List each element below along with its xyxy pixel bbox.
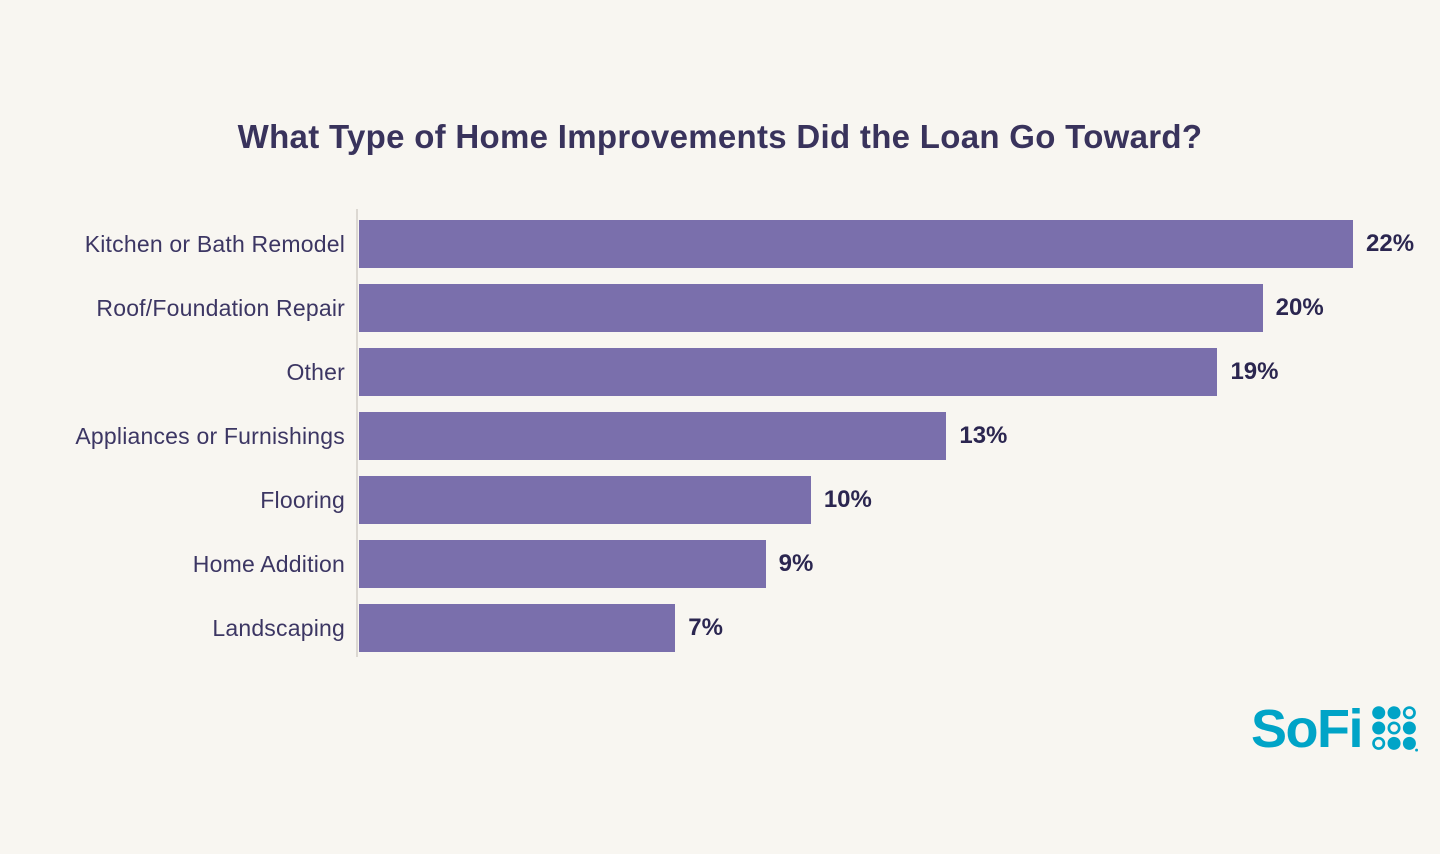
category-label: Flooring bbox=[260, 486, 345, 513]
bar-row: Appliances or Furnishings 13% bbox=[0, 412, 1440, 460]
sofi-logo-text: SoFi bbox=[1251, 699, 1364, 759]
bar-row: Other 19% bbox=[0, 348, 1440, 396]
logo-dot-outlined bbox=[1372, 736, 1386, 750]
category-label: Other bbox=[286, 358, 345, 385]
logo-dot-outlined bbox=[1402, 706, 1416, 720]
bar-row: Landscaping 7% bbox=[0, 604, 1440, 652]
logo-dot-filled bbox=[1402, 721, 1416, 735]
bar-track: 20% bbox=[359, 284, 1440, 332]
bar bbox=[359, 604, 676, 652]
value-label: 20% bbox=[1275, 294, 1324, 321]
bar-row: Kitchen or Bath Remodel 22% bbox=[0, 220, 1440, 268]
sofi-dots-icon bbox=[1372, 706, 1418, 752]
value-label: 19% bbox=[1230, 358, 1279, 385]
bar bbox=[359, 412, 947, 460]
bar-track: 9% bbox=[359, 540, 1440, 588]
logo-dot-filled bbox=[1372, 706, 1386, 720]
sofi-logo: SoFi bbox=[1251, 700, 1418, 758]
bar bbox=[359, 284, 1263, 332]
bar-track: 19% bbox=[359, 348, 1440, 396]
value-label: 22% bbox=[1366, 230, 1415, 257]
bar-rows: Kitchen or Bath Remodel 22% Roof/Foundatio… bbox=[0, 220, 1440, 668]
bar-row: Flooring 10% bbox=[0, 476, 1440, 524]
category-label: Landscaping bbox=[212, 614, 345, 641]
category-label: Roof/Foundation Repair bbox=[96, 294, 345, 321]
bar bbox=[359, 220, 1353, 268]
bar-track: 13% bbox=[359, 412, 1440, 460]
category-label: Appliances or Furnishings bbox=[75, 422, 345, 449]
logo-dot-outlined bbox=[1387, 721, 1401, 735]
bar bbox=[359, 540, 766, 588]
logo-dot-filled bbox=[1387, 736, 1401, 750]
bar-track: 7% bbox=[359, 604, 1440, 652]
value-label: 9% bbox=[778, 550, 814, 577]
value-label: 13% bbox=[959, 422, 1008, 449]
value-label: 7% bbox=[688, 614, 723, 641]
category-label: Home Addition bbox=[192, 550, 345, 577]
logo-dot-filled bbox=[1372, 721, 1386, 735]
logo-dot-filled bbox=[1402, 736, 1416, 750]
bar-track: 22% bbox=[359, 220, 1440, 268]
bar-row: Home Addition 9% bbox=[0, 540, 1440, 588]
bar-track: 10% bbox=[359, 476, 1440, 524]
trademark-dot bbox=[1415, 748, 1418, 752]
category-label: Kitchen or Bath Remodel bbox=[84, 230, 345, 257]
bar-row: Roof/Foundation Repair 20% bbox=[0, 284, 1440, 332]
bar bbox=[359, 476, 811, 524]
value-label: 10% bbox=[823, 486, 872, 513]
bar bbox=[359, 348, 1218, 396]
chart-title: What Type of Home Improvements Did the L… bbox=[237, 118, 1203, 155]
logo-dot-filled bbox=[1387, 706, 1401, 720]
y-axis-line bbox=[356, 209, 358, 657]
